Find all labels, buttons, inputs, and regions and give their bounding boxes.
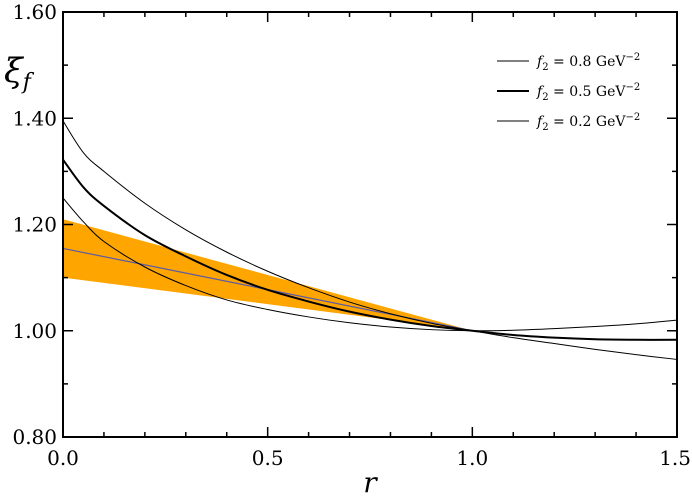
tick-labels: 0.0 0.5 1.0 1.5 0.80 1.00 1.20 1.40 1.60: [12, 0, 691, 470]
series-line-1: [62, 120, 678, 360]
legend: f2 = 0.8 GeV−2 f2 = 0.5 GeV−2 f2 = 0.2 GeV…: [497, 52, 640, 133]
series-layer: [62, 120, 678, 360]
y-tick-label: 1.60: [12, 0, 57, 24]
series-line-3: [62, 197, 678, 332]
legend-label-1: f2 = 0.8 GeV−2: [536, 52, 640, 73]
y-tick-label: 1.00: [12, 319, 57, 343]
uncertainty-band: [63, 219, 473, 331]
plot-frame: [62, 11, 678, 438]
x-tick-label: 0.0: [47, 446, 79, 470]
legend-label-2: f2 = 0.5 GeV−2: [536, 82, 640, 103]
series-line-2: [62, 159, 678, 341]
legend-label-3: f2 = 0.2 GeV−2: [536, 112, 640, 133]
y-axis-symbol: ξ: [4, 51, 25, 91]
x-tick-label: 0.5: [252, 446, 284, 470]
y-tick-label: 1.20: [12, 213, 57, 237]
x-axis-title: r: [363, 466, 378, 496]
y-tick-label: 0.80: [12, 425, 57, 449]
y-tick-label: 1.40: [12, 106, 57, 130]
x-tick-label: 1.0: [456, 446, 488, 470]
x-tick-label: 1.5: [659, 446, 691, 470]
